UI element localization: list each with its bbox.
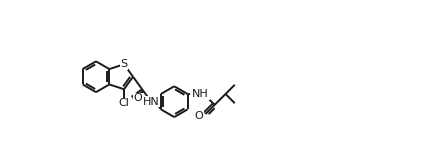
Text: O: O — [194, 111, 203, 121]
Text: NH: NH — [192, 89, 208, 99]
Text: O: O — [134, 93, 142, 104]
Text: HN: HN — [142, 97, 159, 107]
Text: Cl: Cl — [118, 98, 129, 108]
Text: S: S — [120, 59, 127, 69]
